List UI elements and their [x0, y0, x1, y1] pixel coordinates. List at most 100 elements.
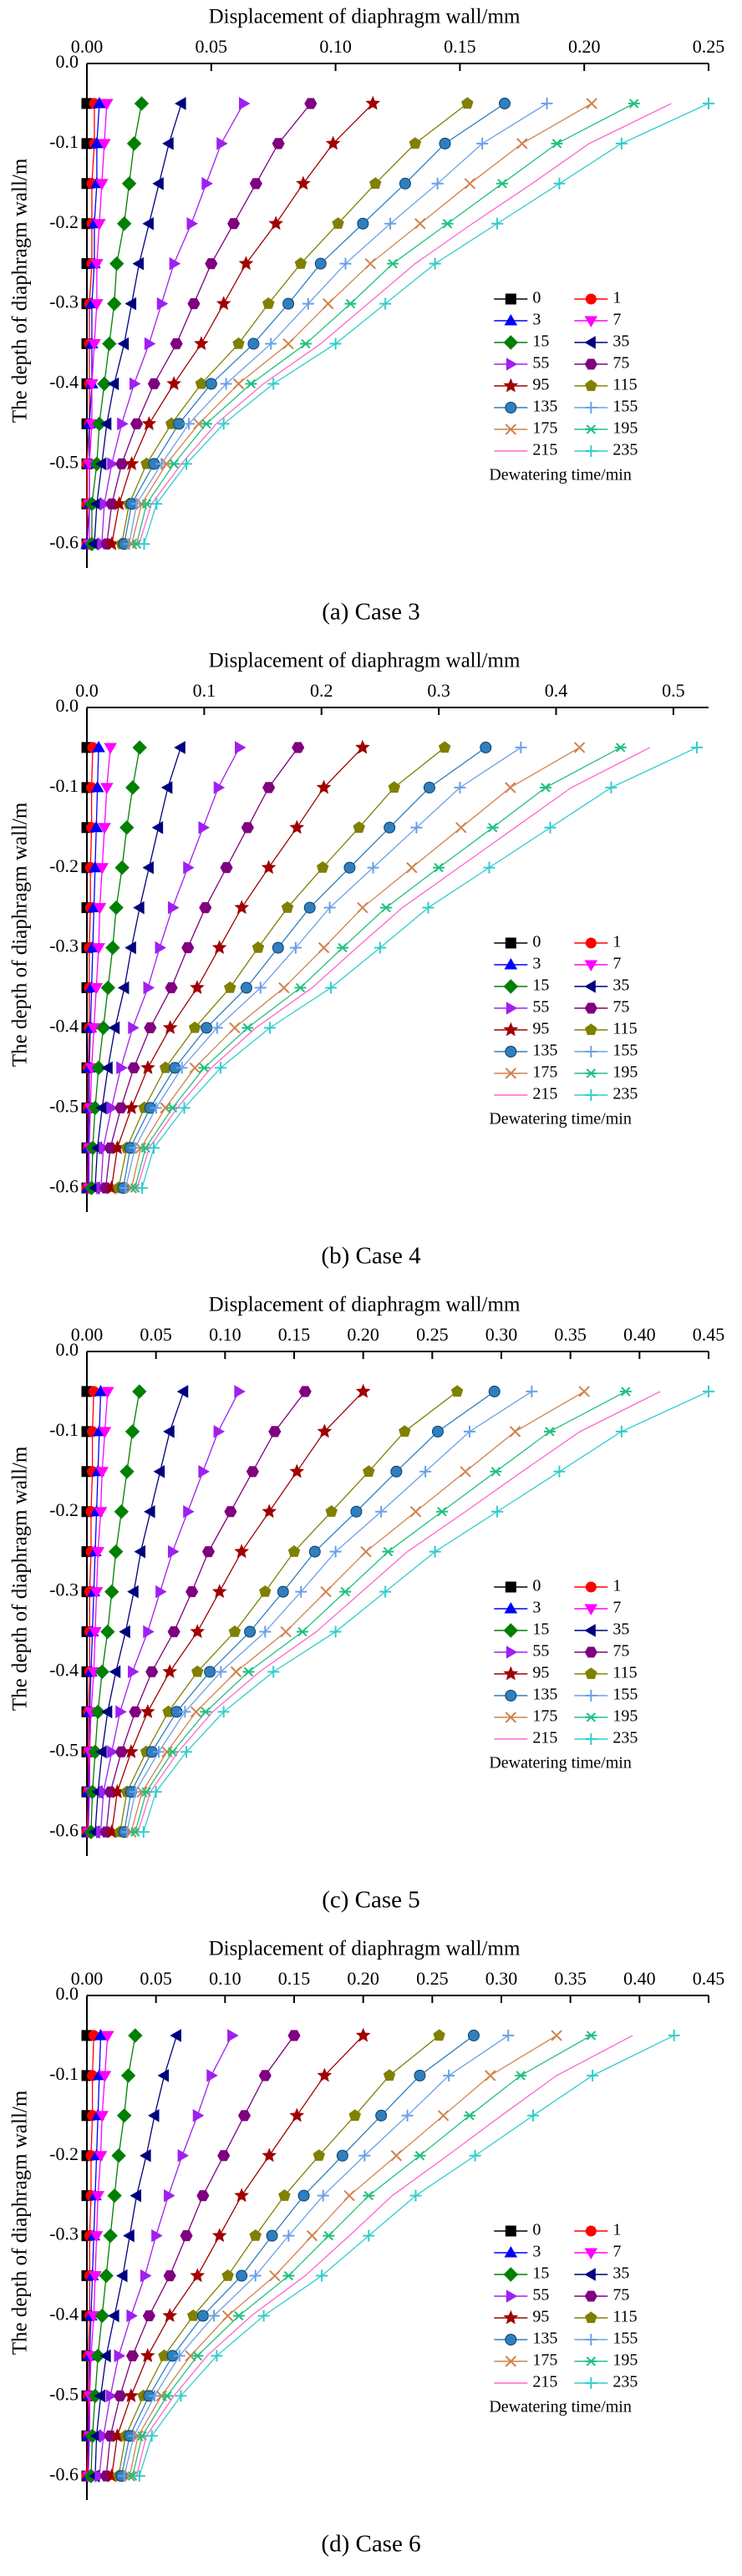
marker [316, 779, 332, 794]
y-axis-label: The depth of diaphragm wall/m [9, 802, 32, 1067]
marker [198, 1062, 211, 1073]
legend-label: 195 [612, 419, 638, 438]
marker [129, 1786, 141, 1798]
marker [217, 418, 230, 430]
marker [463, 2111, 475, 2121]
marker [246, 1466, 259, 1478]
legend-label: 215 [532, 1085, 557, 1103]
legend-label: 95 [532, 1020, 549, 1038]
caption: (b) Case 4 [321, 1243, 421, 1270]
marker [116, 2108, 132, 2123]
legend-label: 35 [612, 2264, 629, 2283]
y-tick-label: -0.6 [49, 1175, 79, 1196]
marker [383, 2069, 396, 2082]
marker [585, 2225, 597, 2237]
marker [168, 1544, 180, 1559]
marker [98, 1427, 112, 1438]
marker [198, 821, 210, 834]
marker [272, 941, 284, 954]
marker [95, 1020, 111, 1036]
marker [152, 177, 164, 190]
marker [382, 1546, 394, 1557]
marker [690, 741, 703, 753]
marker [268, 1426, 282, 1438]
series-line [91, 103, 143, 545]
marker [151, 2229, 163, 2243]
marker [515, 2071, 527, 2081]
marker [115, 458, 129, 469]
marker [464, 178, 476, 190]
marker [504, 958, 518, 970]
marker [126, 136, 142, 151]
marker [543, 1427, 556, 1437]
marker [95, 863, 109, 875]
marker [502, 2029, 515, 2041]
series-line [143, 103, 709, 545]
legend-label: 115 [612, 1664, 637, 1682]
marker [190, 2268, 206, 2283]
x-tick-label: 0.05 [140, 1324, 172, 1345]
series-line [118, 2035, 440, 2477]
marker [703, 1385, 714, 1397]
marker [162, 137, 174, 150]
series-line [124, 2035, 509, 2477]
marker [505, 937, 516, 949]
legend-label: 1 [612, 2221, 621, 2239]
legend-label: 3 [532, 2243, 541, 2261]
marker [170, 337, 183, 350]
legend-label: 7 [612, 2243, 621, 2261]
marker [585, 2311, 597, 2324]
marker [526, 1385, 538, 1397]
legend-label: 15 [532, 1620, 549, 1639]
marker [142, 860, 154, 875]
marker [129, 1142, 141, 1154]
marker [176, 1385, 189, 1398]
marker [107, 2188, 122, 2203]
legend-label: 7 [612, 311, 621, 329]
marker [267, 378, 280, 390]
series-line [86, 103, 95, 545]
marker [306, 2229, 318, 2242]
marker [318, 941, 330, 954]
marker [503, 1022, 519, 1037]
marker [129, 1706, 142, 1717]
series-line [86, 747, 94, 1189]
plot: 0.0 0.1 0.2 0.3 0.4 0.5 0.0 -0.1 -0.2 -0.3 -0.4 -0.… [9, 650, 709, 1270]
marker [289, 2107, 305, 2122]
marker [329, 337, 342, 350]
marker [204, 1666, 216, 1678]
marker [249, 2269, 262, 2282]
marker [143, 981, 155, 995]
marker [232, 378, 245, 390]
series-line [125, 747, 521, 1189]
marker [181, 942, 195, 954]
marker [506, 1001, 518, 1015]
marker [287, 2030, 301, 2041]
marker [429, 1545, 441, 1558]
marker [314, 257, 327, 270]
marker [201, 1022, 213, 1034]
legend-label: 7 [612, 955, 621, 973]
marker [101, 1387, 114, 1398]
marker [119, 1464, 135, 1479]
marker [585, 1046, 597, 1057]
marker [201, 1546, 216, 1558]
legend-label: 35 [612, 976, 629, 995]
marker [116, 216, 132, 231]
series-line [89, 747, 111, 1189]
marker [431, 1425, 444, 1438]
series-line [126, 1391, 532, 1833]
series-line [90, 747, 140, 1189]
marker [165, 981, 178, 994]
marker [390, 2150, 403, 2162]
x-tick-label: 0.10 [209, 1968, 241, 1989]
marker [123, 2229, 135, 2243]
marker [488, 1385, 501, 1397]
marker [289, 941, 302, 954]
marker [234, 1544, 250, 1559]
marker [144, 1504, 155, 1519]
marker [93, 903, 107, 915]
x-tick-label: 0.00 [71, 1324, 104, 1345]
marker [399, 1425, 411, 1438]
marker [160, 2391, 173, 2401]
